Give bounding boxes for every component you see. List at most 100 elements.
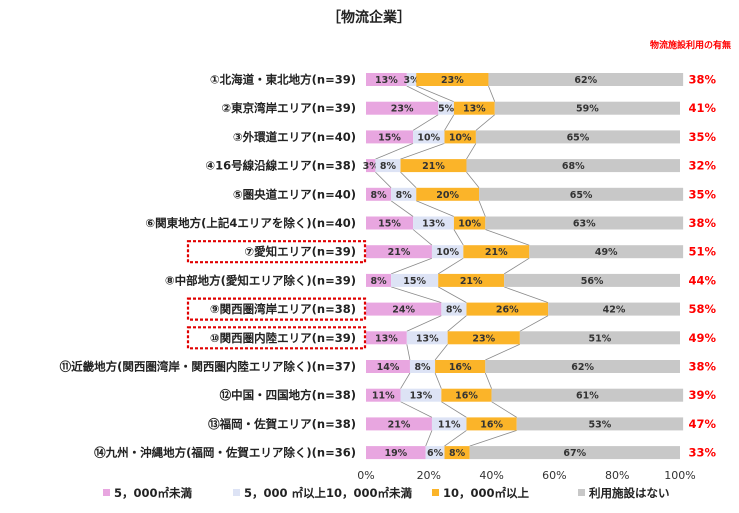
usage-rate-value: 51% [688, 245, 716, 259]
bar-segment [438, 273, 505, 287]
connector-line [434, 344, 448, 361]
bar-value-label: 23% [472, 333, 495, 344]
connector-line [466, 143, 477, 160]
bar-segment [516, 417, 684, 431]
connector-line [466, 171, 480, 189]
bar-value-label: 62% [574, 75, 597, 86]
bar-segment [366, 101, 439, 115]
x-tick-label: 0% [357, 469, 374, 482]
x-tick-label: 60% [542, 469, 566, 482]
category-label: ⑥関東地方(上記4エリアを除く)(n=40) [145, 216, 356, 230]
bar-segment [366, 130, 414, 144]
x-tick-label: 40% [479, 469, 503, 482]
bar-segment [375, 159, 401, 173]
connector-line [434, 372, 442, 389]
bar-value-label: 24% [392, 305, 415, 316]
usage-rate-value: 32% [688, 159, 716, 173]
bar-segment [548, 302, 680, 316]
chart-title: ［物流企業］ [327, 9, 411, 26]
usage-rate-value: 41% [688, 101, 716, 115]
bar-segment [416, 187, 480, 201]
bar-segment [485, 360, 680, 373]
bar-segment [366, 73, 407, 86]
connector-line [400, 372, 411, 389]
usage-rate-value: 38% [688, 360, 716, 374]
connector-line [485, 343, 521, 361]
bar-segment [409, 360, 436, 373]
bar-value-label: 68% [562, 161, 585, 172]
usage-rate-value: 44% [688, 273, 716, 287]
highlight-box [186, 326, 367, 350]
bar-value-label: 8% [446, 305, 463, 316]
bar-segment [391, 273, 439, 287]
legend-swatch [103, 489, 110, 496]
usage-rate-value: 39% [688, 388, 716, 402]
bar-value-label: 11% [438, 419, 461, 430]
bar-value-label: 8% [414, 362, 431, 373]
bar-value-label: 11% [372, 391, 395, 402]
bar-segment [529, 245, 684, 259]
bar-segment [463, 245, 530, 259]
bar-segment [366, 446, 426, 460]
bar-segment [366, 187, 392, 201]
connector-line [504, 286, 549, 303]
connector-line [412, 114, 439, 131]
bar-value-label: 14% [377, 362, 400, 373]
category-label: ③外環道エリア(n=40) [233, 130, 356, 144]
connector-line [519, 315, 549, 332]
usage-rate-value: 35% [688, 130, 716, 144]
bar-segment [444, 446, 470, 460]
bar-segment [366, 216, 414, 230]
legend-label: 利用施設はない [588, 486, 670, 500]
connector-line [503, 257, 530, 275]
usage-rate-value: 49% [688, 331, 716, 345]
category-label: ⑬福岡・佐賀エリア(n=38) [208, 417, 356, 431]
bar-value-label: 3% [403, 75, 420, 86]
legend-swatch [578, 489, 585, 496]
x-tick-label: 20% [417, 469, 441, 482]
bar-segment [479, 187, 684, 201]
category-label: ⑧中部地方(愛知エリア除く)(n=39) [165, 273, 356, 287]
category-label: ⑨関西圏湾岸エリア(n=38) [210, 302, 356, 316]
bar-segment [447, 331, 520, 345]
bar-segment [406, 331, 448, 345]
category-label: ⑭九州・沖縄地方(福岡・佐賀エリア除く)(n=36) [94, 446, 356, 460]
bar-segment [494, 101, 680, 115]
bar-value-label: 20% [436, 190, 459, 201]
bar-segment [441, 302, 467, 316]
category-label: ④16号線沿線エリア(n=38) [205, 159, 356, 173]
bar-value-label: 16% [455, 391, 478, 402]
usage-rate-value: 47% [688, 417, 716, 431]
usage-rate-value: 35% [688, 187, 716, 201]
connector-line [438, 257, 464, 275]
connector-line [400, 143, 445, 160]
bar-value-label: 26% [496, 305, 519, 316]
legend-swatch [432, 489, 439, 496]
bar-value-label: 53% [589, 419, 612, 430]
bar-segment [406, 73, 417, 86]
bar-segment [366, 245, 432, 259]
bar-value-label: 21% [388, 247, 411, 258]
bar-segment [441, 388, 492, 402]
connector-line [491, 401, 517, 418]
bar-value-label: 21% [388, 419, 411, 430]
category-label: ②東京湾岸エリア(n=39) [221, 101, 356, 115]
category-label: ⑫中国・四国地方(n=38) [220, 388, 356, 402]
bar-value-label: 16% [449, 362, 472, 373]
connector-line [438, 286, 467, 303]
bar-segment [366, 273, 392, 287]
bar-segment [466, 159, 680, 173]
bar-value-label: 10% [417, 132, 440, 143]
connector-line [484, 372, 492, 389]
bar-value-label: 42% [603, 305, 626, 316]
bar-value-label: 19% [384, 448, 407, 459]
bar-segment [453, 101, 495, 115]
bar-value-label: 65% [570, 190, 593, 201]
bar-value-label: 21% [422, 161, 445, 172]
bar-value-label: 13% [416, 333, 439, 344]
bar-segment [400, 388, 442, 402]
connector-line [406, 85, 439, 103]
bar-value-label: 15% [378, 132, 401, 143]
bar-value-label: 61% [576, 391, 599, 402]
